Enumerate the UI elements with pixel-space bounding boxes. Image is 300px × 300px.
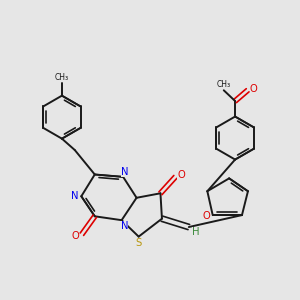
Text: N: N xyxy=(121,167,128,177)
Text: O: O xyxy=(202,211,210,221)
Text: N: N xyxy=(121,220,128,230)
Text: CH₃: CH₃ xyxy=(217,80,231,89)
Text: H: H xyxy=(192,227,199,237)
Text: O: O xyxy=(178,170,185,180)
Text: O: O xyxy=(71,231,79,241)
Text: N: N xyxy=(71,191,79,201)
Text: S: S xyxy=(136,238,142,248)
Text: CH₃: CH₃ xyxy=(55,73,69,82)
Text: O: O xyxy=(250,84,257,94)
